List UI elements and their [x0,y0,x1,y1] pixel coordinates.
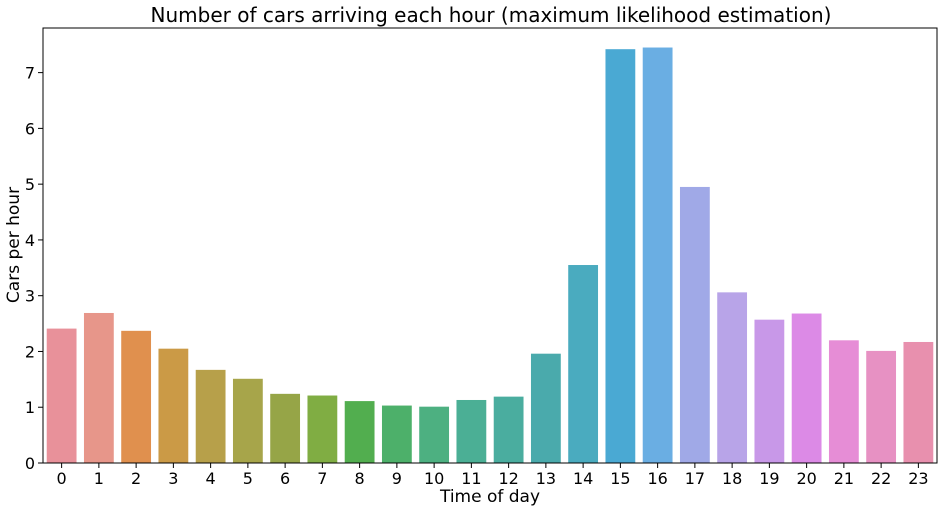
bar-hour-5 [232,378,263,463]
bar-hour-14 [568,265,599,463]
x-tick-label: 23 [908,469,928,488]
x-axis-ticks: 0 1 2 3 4 5 6 7 8 9 10 11 12 13 14 15 16 17 18 19 20 21 22 23 [57,463,929,488]
bar-hour-7 [307,395,338,463]
x-tick-label: 10 [424,469,444,488]
bar-hour-4 [195,369,226,463]
x-tick-label: 21 [834,469,854,488]
y-axis-ticks: 0 1 2 3 4 5 6 7 [25,64,43,473]
x-tick-label: 20 [796,469,816,488]
bar-hour-22 [866,350,897,463]
x-tick-label: 14 [573,469,593,488]
y-axis-label: Cars per hour [4,187,24,303]
x-tick-label: 16 [647,469,667,488]
bar-hour-2 [121,330,152,463]
x-tick-label: 13 [536,469,556,488]
bar-hour-15 [605,49,636,463]
x-tick-label: 17 [685,469,705,488]
bar-hour-8 [344,401,375,463]
bar-hour-13 [530,353,561,463]
y-tick-label: 2 [25,342,35,361]
x-tick-label: 5 [243,469,253,488]
x-tick-label: 22 [871,469,891,488]
bar-hour-19 [754,319,785,463]
bar-hour-11 [456,399,487,463]
x-tick-label: 7 [317,469,327,488]
bar-hour-1 [83,312,114,463]
y-tick-label: 3 [25,287,35,306]
bar-hour-9 [381,405,412,463]
bar-hour-10 [419,406,450,463]
x-tick-label: 15 [610,469,630,488]
y-tick-label: 4 [25,231,35,250]
chart-title: Number of cars arriving each hour (maxim… [151,3,832,27]
bar-hour-23 [903,341,934,463]
bar-hour-20 [791,313,822,463]
bar-hour-18 [717,292,748,463]
bar-hour-3 [158,348,189,463]
x-tick-label: 2 [131,469,141,488]
bar-hour-16 [642,47,673,464]
x-axis-label: Time of day [439,487,540,507]
x-tick-label: 19 [759,469,779,488]
bar-hour-21 [828,340,859,463]
x-tick-label: 0 [57,469,67,488]
y-tick-label: 5 [25,175,35,194]
x-tick-label: 8 [355,469,365,488]
x-tick-label: 1 [94,469,104,488]
bar-hour-0 [46,328,77,463]
y-tick-label: 6 [25,119,35,138]
bar-hour-6 [270,393,301,463]
y-tick-label: 0 [25,454,35,473]
x-tick-label: 4 [206,469,216,488]
plot-frame [42,27,938,464]
x-tick-label: 9 [392,469,402,488]
x-tick-label: 6 [280,469,290,488]
x-tick-label: 3 [168,469,178,488]
x-tick-label: 12 [498,469,518,488]
y-tick-label: 7 [25,64,35,83]
y-tick-label: 1 [25,398,35,417]
bar-hour-12 [493,396,524,463]
bars-group [46,47,934,464]
x-tick-label: 18 [722,469,742,488]
x-tick-label: 11 [461,469,481,488]
bar-hour-17 [679,186,710,463]
